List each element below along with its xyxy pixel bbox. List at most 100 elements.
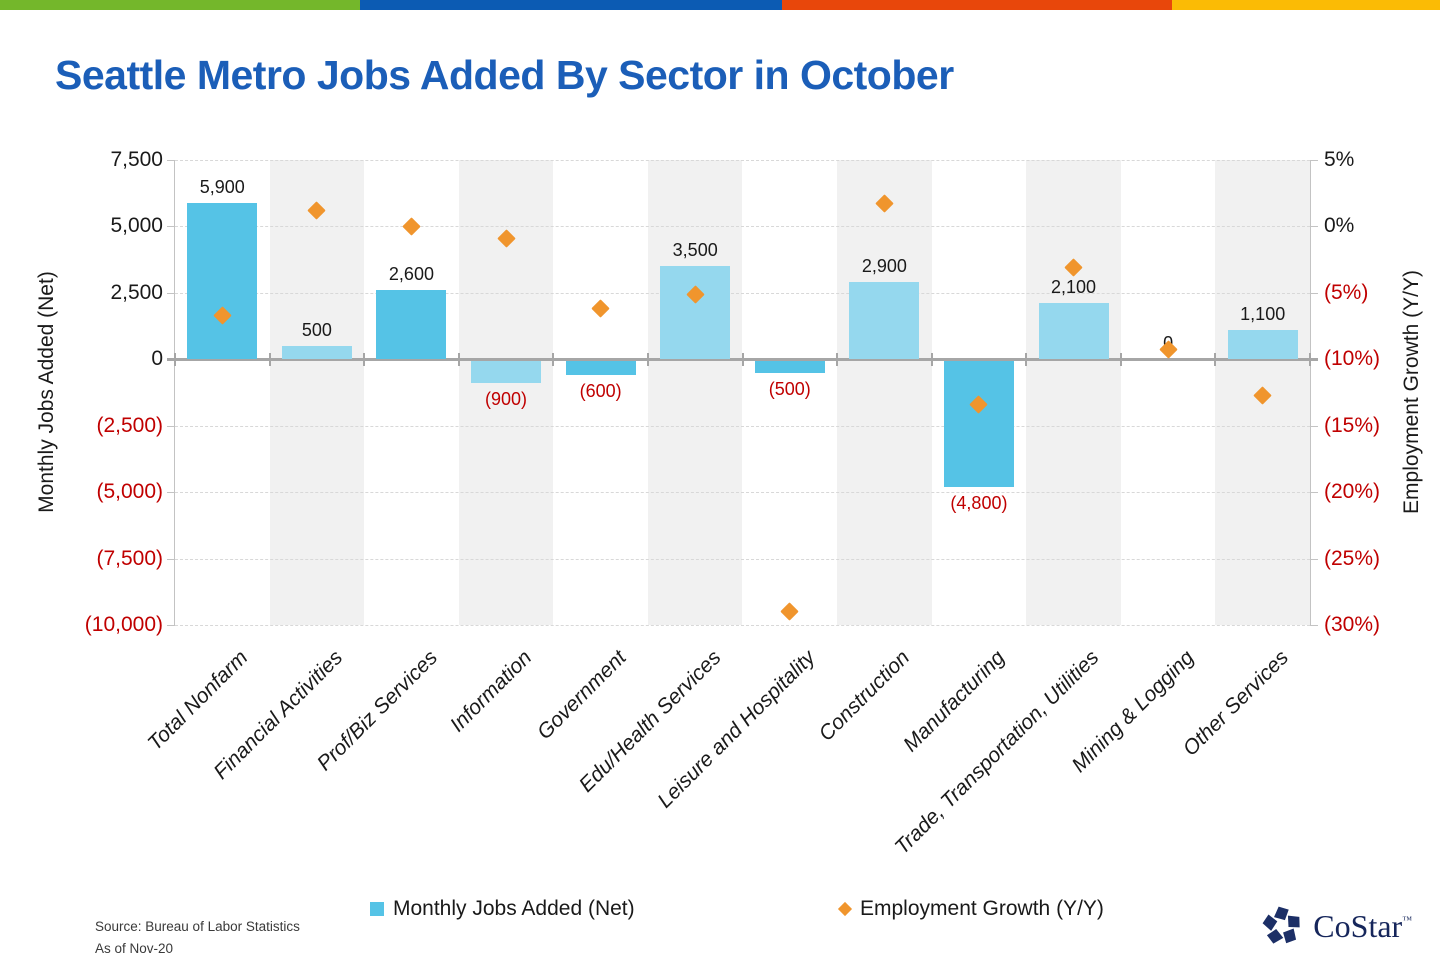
left-axis-tick-label: (7,500) — [96, 546, 163, 570]
left-axis-title: Monthly Jobs Added (Net) — [35, 271, 58, 513]
left-axis-tick — [167, 492, 175, 494]
zero-baseline-tick — [1119, 352, 1122, 366]
brand-color-strip — [0, 0, 1440, 10]
horizontal-grid-line — [175, 425, 1310, 427]
horizontal-grid-line — [175, 226, 1310, 228]
right-axis-tick-label: (15%) — [1324, 413, 1381, 437]
right-axis-tick — [1310, 492, 1318, 494]
zero-baseline-tick — [741, 352, 744, 366]
brand-strip-segment-orange — [781, 0, 1173, 10]
diamond-series-legend-swatch — [837, 901, 853, 917]
left-axis-line — [174, 160, 175, 625]
costar-logo-text: CoStar™ — [1313, 907, 1412, 944]
right-axis-tick — [1310, 292, 1318, 294]
bar — [471, 360, 542, 384]
bar-value-label: (500) — [768, 378, 811, 399]
zero-baseline-tick — [1025, 352, 1028, 366]
horizontal-grid-line — [175, 625, 1310, 626]
as-of-date-text: As of Nov-20 — [95, 941, 174, 956]
legend-item-employment-growth: Employment Growth (Y/Y) — [837, 897, 1104, 921]
bar — [1038, 303, 1109, 360]
bar — [1227, 330, 1298, 360]
zero-baseline-tick — [552, 352, 555, 366]
category-label-text: Trade, Transportation, Utilities — [890, 646, 1104, 859]
bar-value-label: 3,500 — [672, 240, 718, 261]
diamond-marker — [780, 602, 799, 621]
bar — [376, 290, 447, 360]
left-axis-tick — [167, 625, 175, 626]
costar-pinwheel-icon — [1262, 906, 1300, 944]
brand-strip-segment-green — [0, 0, 360, 10]
bar-value-label: 5,900 — [199, 176, 245, 197]
right-axis-tick — [1310, 226, 1318, 228]
zero-baseline-tick — [363, 352, 366, 366]
right-axis-tick — [1310, 558, 1318, 560]
left-axis-tick — [167, 425, 175, 427]
category-label: Other Services — [877, 646, 1292, 760]
horizontal-grid-line — [175, 558, 1310, 560]
right-axis-tick-label: 5% — [1324, 148, 1355, 171]
left-axis-tick — [167, 558, 175, 560]
bar-value-label: (600) — [579, 381, 622, 402]
right-axis-tick-label: (10%) — [1324, 347, 1381, 371]
column-shade-band — [837, 160, 932, 625]
bar-value-label: 2,600 — [388, 264, 434, 285]
left-axis-tick-label: 2,500 — [110, 280, 163, 304]
zero-baseline-tick — [1309, 352, 1311, 366]
right-axis-tick-label: (20%) — [1324, 480, 1381, 504]
legend-item-jobs-added: Monthly Jobs Added (Net) — [370, 897, 635, 921]
right-axis-tick-label: (5%) — [1324, 280, 1369, 304]
left-axis-tick — [167, 292, 175, 294]
zero-baseline-tick — [930, 352, 933, 366]
diamond-marker — [402, 217, 421, 236]
horizontal-grid-line — [175, 492, 1310, 494]
legend-label: Monthly Jobs Added (Net) — [393, 897, 635, 920]
right-axis-tick-label: (30%) — [1324, 613, 1381, 636]
left-axis-tick-label: (5,000) — [96, 480, 163, 504]
right-axis-tick-label: 0% — [1324, 214, 1355, 238]
bar-value-label: 2,900 — [861, 256, 907, 277]
column-shade-band — [1026, 160, 1121, 625]
right-axis-title: Employment Growth (Y/Y) — [1400, 270, 1423, 514]
left-axis-tick-label: 0 — [151, 347, 163, 371]
left-axis-tick-label: (2,500) — [96, 413, 163, 437]
bar-value-label: 2,100 — [1051, 277, 1097, 298]
bar-value-label: (4,800) — [950, 492, 1008, 513]
column-shade-band — [647, 160, 743, 625]
costar-logo: CoStar™ — [1261, 905, 1412, 947]
right-axis-line — [1310, 160, 1311, 625]
right-axis-tick-label: (25%) — [1324, 546, 1381, 570]
diamond-marker — [591, 299, 610, 318]
bar — [565, 360, 636, 376]
right-axis-tick — [1310, 625, 1318, 626]
zero-baseline-tick — [457, 352, 460, 366]
right-axis-tick — [1310, 160, 1318, 161]
bar — [660, 266, 731, 360]
left-axis-tick — [167, 160, 175, 161]
source-text: Source: Bureau of Labor Statistics — [95, 919, 300, 934]
bar-value-label: 1,100 — [1240, 304, 1286, 325]
left-axis-tick-label: 5,000 — [110, 214, 163, 238]
bar — [754, 360, 825, 373]
zero-baseline-tick — [646, 352, 649, 366]
left-axis-tick — [167, 226, 175, 228]
category-label-text: Leisure and Hospitality — [653, 646, 821, 813]
left-axis-tick-label: (10,000) — [84, 613, 163, 636]
column-shade-band — [269, 160, 365, 625]
horizontal-grid-line — [175, 292, 1310, 294]
bar — [281, 346, 352, 360]
bar — [187, 202, 258, 360]
bar-value-label: (900) — [485, 389, 528, 410]
zero-baseline-tick — [1214, 352, 1217, 366]
zero-baseline-tick — [268, 352, 271, 366]
legend-label: Employment Growth (Y/Y) — [860, 897, 1104, 920]
left-axis-tick-label: 7,500 — [110, 148, 163, 171]
brand-strip-segment-yellow — [1172, 0, 1440, 10]
bar — [849, 282, 920, 360]
bar-series-legend-swatch — [370, 902, 384, 916]
brand-strip-segment-blue — [360, 0, 782, 10]
zero-baseline-tick — [836, 352, 839, 366]
bar — [943, 360, 1014, 487]
zero-baseline-tick — [174, 352, 176, 366]
trademark-symbol: ™ — [1402, 914, 1412, 926]
